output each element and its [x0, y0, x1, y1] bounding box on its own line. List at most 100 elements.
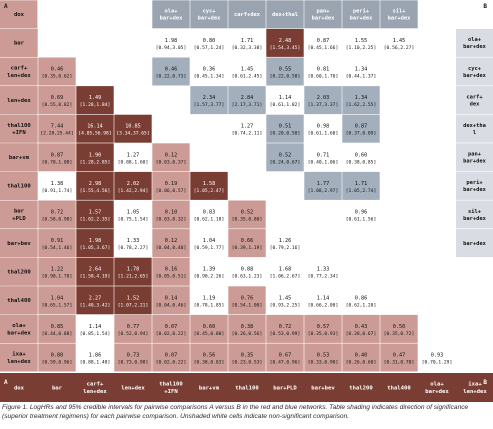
cell-r11-c5-ci: [0.45,0.80] [194, 331, 224, 337]
cell-r12-c8-ci: [0.33,0.90] [308, 360, 338, 366]
cell-r5-c2 [76, 143, 114, 172]
cell-r4-c3-value: 10.85 [125, 124, 141, 130]
cell-r10-c2-ci: [1.40,3.42] [80, 302, 110, 308]
cell-r11-c7-ci: [0.53,0.99] [270, 331, 300, 337]
cell-r4-c2-value: 16.14 [87, 124, 103, 130]
cell-r9-c1-value: 1.22 [51, 267, 64, 273]
cell-r2-c6 [228, 57, 266, 86]
row-label-2: carf+ [11, 66, 28, 72]
cell-r4-c1 [38, 114, 76, 143]
cell-r10-c7-ci: [0.93,2.25] [270, 302, 300, 308]
col-header-bg-6 [228, 0, 266, 29]
cell-r3-c9 [342, 86, 380, 115]
cell-r5-c1-ci: [0.70,1.08] [42, 159, 72, 165]
cell-r6-c9 [342, 171, 380, 200]
cell-r10-c8-ci: [0.66,2.00] [308, 302, 338, 308]
cell-r11-c3-value: 0.77 [127, 324, 140, 330]
cell-r4-c2-ci: [4.85,56.98] [78, 131, 111, 137]
footer-label-9: thal200 [349, 385, 373, 391]
row-label-1: bar [14, 41, 25, 47]
cell-r6-c5-ci: [1.05,2.47] [194, 188, 224, 194]
cell-r10-c2-value: 2.27 [89, 295, 102, 301]
cell-r4-c7-ci: [0.20,0.58] [270, 131, 300, 137]
cell-r6-c3 [114, 171, 152, 200]
footer-label-3: len+dex [121, 385, 145, 391]
cell-r11-c5-value: 0.60 [203, 324, 216, 330]
cell-r1-c4-value: 1.98 [165, 38, 178, 44]
col-header-4: bar+dex [160, 16, 183, 22]
col-header-bg-8 [304, 0, 342, 29]
cell-r5-c3-ci: [0.88,1.60] [118, 159, 148, 165]
footer-label-6: thal100 [235, 385, 259, 391]
cell-r3-c1-ci: [0.55,0.82] [42, 102, 72, 108]
cell-r10-c9-ci: [0.62,1.20] [346, 302, 376, 308]
diagonal-cell-r12-c12 [456, 343, 493, 372]
diagonal-cell-r2-c2 [76, 57, 114, 86]
footer-label-8: bar+bev [311, 385, 335, 391]
cell-r3-c5-ci: [1.57,3.77] [194, 102, 224, 108]
cell-r6-c5-value: 1.58 [203, 181, 216, 187]
cell-r3-c5-value: 2.34 [203, 95, 216, 101]
cell-r3-c8 [304, 86, 342, 115]
cell-r2-c7-value: 0.55 [279, 67, 292, 73]
cell-r1-c4 [152, 28, 190, 57]
cell-r10-c1-ci: [0.65,1.57] [42, 302, 72, 308]
cell-r7-c4-value: 0.10 [165, 210, 178, 216]
cell-r2-c1 [38, 57, 76, 86]
cell-r10-c9 [342, 286, 380, 315]
cell-r8-c4-value: 0.12 [165, 238, 178, 244]
cell-r4-c3-ci: [3.34,37.65] [116, 131, 149, 137]
cell-r6-c2 [76, 171, 114, 200]
cell-r11-c9 [342, 314, 380, 343]
cell-r7-c3-value: 1.05 [127, 210, 140, 216]
cell-r7-c2-value: 1.57 [89, 210, 102, 216]
cell-r12-c3-ci: [0.73,0.98] [118, 360, 148, 366]
row-label-11: ola+ [12, 323, 26, 329]
row-label-bg-9 [0, 257, 38, 286]
cell-r10-c2 [76, 286, 114, 315]
footer-label-11: bar+dex [425, 389, 449, 395]
cell-r8-c3 [114, 229, 152, 258]
cell-r8-c5-value: 1.04 [203, 238, 216, 244]
cell-r2-c4-value: 0.46 [165, 67, 178, 73]
col-header-bg-10 [380, 0, 418, 29]
cell-r3-c6-ci: [2.17,3.71] [232, 102, 262, 108]
cell-r12-c11-ci: [0.70,1.29] [422, 360, 452, 366]
cell-r9-c6-value: 0.88 [241, 267, 254, 273]
right-label-4: l [473, 130, 476, 136]
right-label-3: dex [470, 101, 480, 107]
cell-r12-c10 [380, 343, 418, 372]
cell-r2-c8-ci: [0.60,1.70] [308, 74, 338, 80]
cell-r11-c7-value: 0.72 [279, 324, 292, 330]
cell-r5-c3 [114, 143, 152, 172]
cell-r12-c7-value: 0.67 [279, 353, 292, 359]
cell-r4-c9-value: 0.87 [355, 124, 368, 130]
right-label-3: carf+ [466, 94, 483, 100]
row-label-3: len+dex [7, 98, 31, 104]
cell-r7-c6-ci: [0.35,0.80] [232, 217, 262, 223]
cell-r3-c9-ci: [1.62,2.55] [346, 102, 376, 108]
row-label-11: bar+dex [7, 330, 31, 336]
row-label-bg-10 [0, 286, 38, 315]
cell-r7-c4 [152, 200, 190, 229]
cell-r1-c9-ci: [1.10,2.25] [346, 45, 376, 51]
cell-r12-c11-value: 0.93 [431, 353, 444, 359]
col-header-8: pan+ [317, 9, 331, 15]
footer-label-4: thal100 [159, 382, 183, 388]
cell-r10-c1-value: 1.04 [51, 295, 64, 301]
cell-r11-c6 [228, 314, 266, 343]
cell-r1-c6-ci: [0.32,3.38] [232, 45, 262, 51]
cell-r7-c5 [190, 200, 228, 229]
cell-r12-c1 [38, 343, 76, 372]
cell-r11-c10 [380, 314, 418, 343]
cell-r11-c2-ci: [0.85,1.54] [80, 331, 110, 337]
cell-r6-c3-value: 2.02 [127, 181, 140, 187]
right-label-6: bar+dex [463, 187, 486, 193]
cell-r7-c5-ci: [0.62,1.18] [194, 217, 224, 223]
right-label-bg-2 [456, 57, 493, 86]
col-header-10: sil+ [393, 9, 407, 15]
cell-r9-c3-ci: [1.21,2.65] [118, 274, 148, 280]
cell-r12-c6-ci: [0.23,0.53] [232, 360, 262, 366]
cell-r6-c2-ci: [1.55,4.56] [80, 188, 110, 194]
right-label-1: ola+ [468, 37, 482, 43]
